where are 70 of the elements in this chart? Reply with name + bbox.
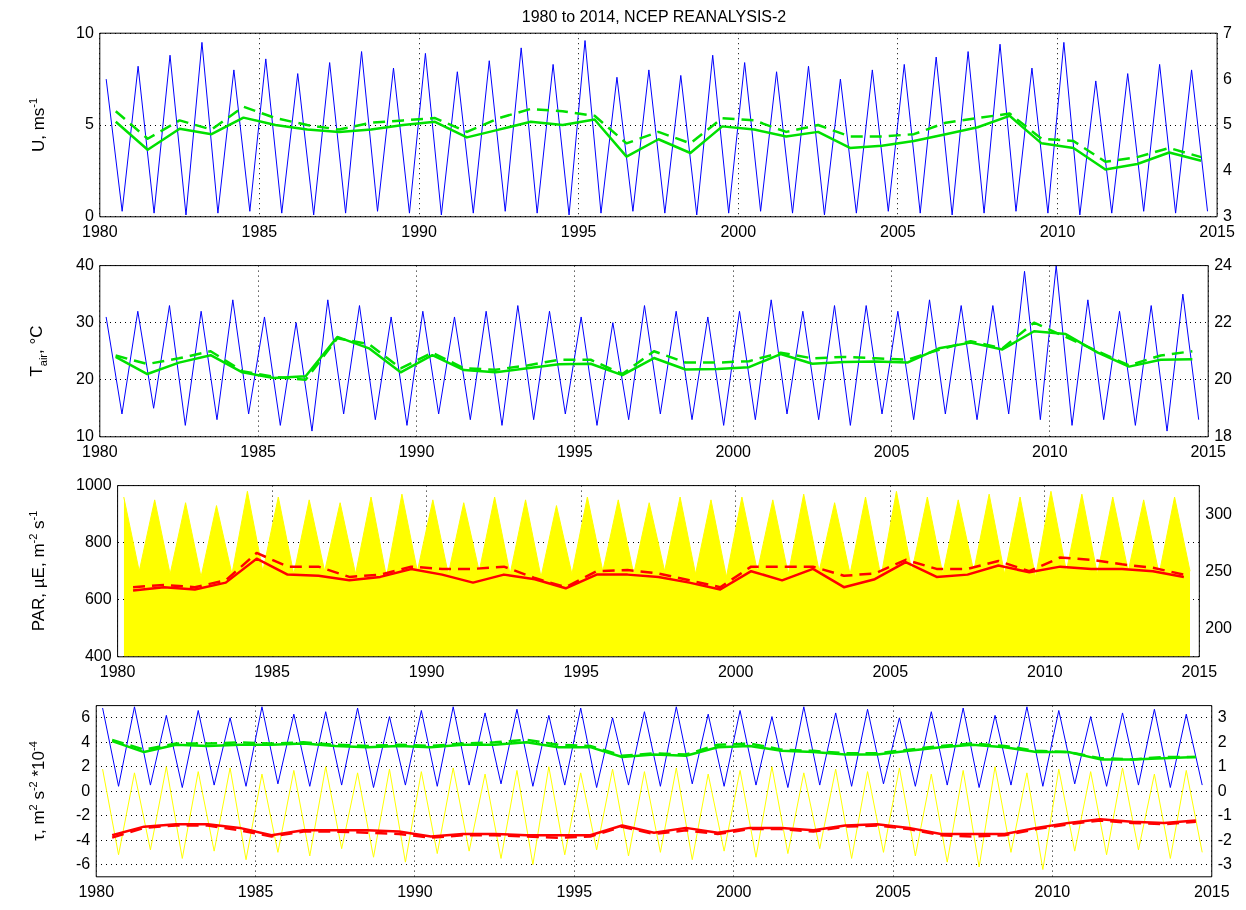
- x-tick-label: 2000: [717, 662, 754, 680]
- x-tick-label: 1995: [557, 442, 593, 460]
- y2-tick-label: 7: [1223, 23, 1233, 41]
- y2-tick-label: 3: [1217, 708, 1227, 726]
- x-tick-label: 1990: [398, 442, 435, 460]
- y2-tick-label: 250: [1205, 561, 1233, 579]
- y-tick-label: 400: [84, 647, 112, 665]
- x-tick-label: 2000: [720, 222, 757, 240]
- y-tick-label: 600: [84, 590, 112, 608]
- y2-tick-label: 2: [1217, 732, 1227, 750]
- x-tick-label: 1985: [240, 442, 277, 460]
- y-tick-label: 6: [81, 708, 91, 726]
- y-tick-label: -4: [75, 830, 91, 848]
- x-tick-label: 2010: [1032, 442, 1068, 460]
- x-tick-label: 1980: [99, 662, 136, 680]
- x-tick-label: 2005: [873, 442, 910, 460]
- x-tick-label: 2010: [1026, 662, 1063, 680]
- x-tick-label: 1980: [78, 882, 115, 900]
- y-tick-label: -6: [75, 854, 91, 872]
- x-tick-label: 1995: [560, 222, 597, 240]
- x-tick-label: 2015: [1193, 882, 1230, 900]
- y2-tick-label: 200: [1205, 618, 1233, 636]
- x-tick-label: 1990: [408, 662, 445, 680]
- y2-tick-label: 18: [1214, 427, 1233, 445]
- x-tick-label: 1980: [82, 442, 118, 460]
- x-tick-label: 2005: [875, 882, 911, 900]
- x-tick-label: 1985: [237, 882, 274, 900]
- y2-tick-label: -1: [1217, 806, 1233, 824]
- y2-tick-label: 6: [1223, 69, 1233, 87]
- x-tick-label: 2015: [1181, 662, 1218, 680]
- y-tick-label: 0: [81, 781, 91, 799]
- y2-tick-label: 300: [1205, 504, 1233, 522]
- y-tick-label: 0: [84, 207, 94, 225]
- y2-tick-label: 3: [1223, 207, 1233, 225]
- y-tick-label: 1000: [76, 476, 112, 494]
- x-tick-label: 1990: [397, 882, 433, 900]
- y-tick-label: 10: [76, 427, 94, 445]
- y2-tick-label: -2: [1217, 830, 1233, 848]
- y-tick-label: 30: [76, 313, 94, 331]
- y-tick-label: 40: [76, 256, 94, 274]
- y2-tick-label: 24: [1214, 256, 1233, 274]
- y2-tick-label: 1: [1217, 757, 1227, 775]
- x-tick-label: 2015: [1199, 222, 1235, 240]
- x-tick-label: 1990: [401, 222, 437, 240]
- y-tick-label: 5: [84, 115, 94, 133]
- x-tick-label: 1995: [563, 662, 600, 680]
- y-tick-label: 20: [76, 370, 94, 388]
- y2-tick-label: 4: [1223, 161, 1233, 179]
- x-tick-label: 1995: [556, 882, 593, 900]
- y-tick-label: 800: [84, 533, 112, 551]
- x-tick-label: 2010: [1034, 882, 1071, 900]
- x-tick-label: 2010: [1039, 222, 1076, 240]
- x-tick-label: 2000: [715, 882, 752, 900]
- x-tick-label: 1985: [254, 662, 291, 680]
- x-tick-label: 1980: [82, 222, 118, 240]
- y2-tick-label: 0: [1217, 781, 1227, 799]
- x-tick-label: 2005: [872, 662, 909, 680]
- x-tick-label: 1985: [241, 222, 278, 240]
- y-tick-label: 10: [76, 23, 94, 41]
- x-tick-label: 2005: [880, 222, 916, 240]
- y-tick-label: 4: [81, 732, 91, 750]
- x-tick-label: 2000: [715, 442, 752, 460]
- y2-tick-label: 22: [1214, 313, 1233, 331]
- x-tick-label: 2015: [1190, 442, 1227, 460]
- y2-tick-label: 20: [1214, 370, 1233, 388]
- chart-title: 1980 to 2014, NCEP REANALYSIS-2: [521, 8, 787, 26]
- y2-tick-label: -3: [1217, 854, 1233, 872]
- y-tick-label: -2: [75, 806, 91, 824]
- y2-tick-label: 5: [1223, 115, 1233, 133]
- y-tick-label: 2: [81, 757, 91, 775]
